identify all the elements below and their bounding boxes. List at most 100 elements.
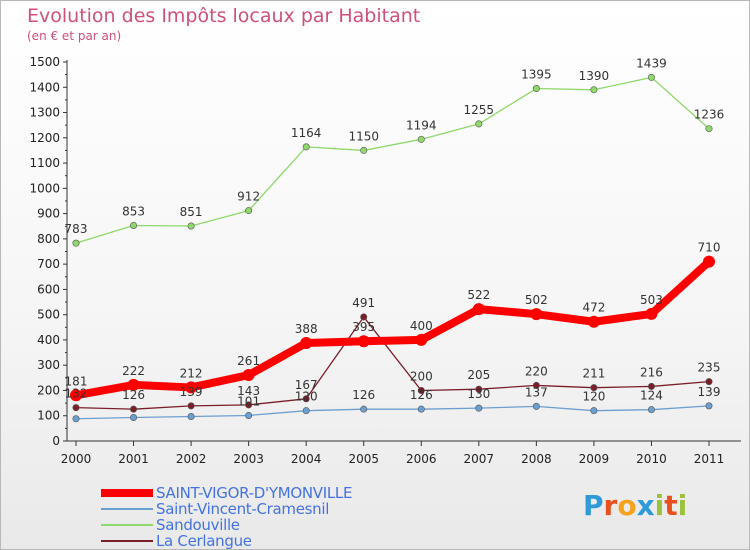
data-point	[475, 385, 483, 393]
data-point	[475, 120, 483, 128]
data-point	[647, 382, 655, 390]
data-label: 472	[582, 301, 605, 315]
data-point	[417, 386, 425, 394]
chart-subtitle: (en € et par an)	[27, 29, 122, 43]
data-point	[360, 313, 368, 321]
y-tick-label: 800	[37, 232, 60, 246]
logo-letter: i	[654, 489, 665, 522]
logo-letter: P	[583, 489, 604, 522]
y-tick-label: 1200	[29, 131, 60, 145]
x-tick-label: 2002	[176, 452, 207, 466]
series-line	[72, 257, 713, 400]
data-point	[245, 401, 253, 409]
data-label: 126	[410, 388, 433, 402]
data-label: 212	[180, 366, 203, 380]
data-point	[127, 378, 140, 391]
x-tick-label: 2011	[694, 452, 725, 466]
data-label: 120	[582, 390, 605, 404]
y-tick-label: 700	[37, 257, 60, 271]
data-label: 502	[525, 293, 548, 307]
x-tick-label: 2000	[61, 452, 92, 466]
logo-letter: r	[603, 489, 618, 522]
y-tick-label: 1000	[29, 181, 60, 195]
data-label: 912	[237, 190, 260, 204]
data-label: 211	[582, 367, 605, 381]
data-label: 388	[295, 322, 318, 336]
data-point	[475, 404, 483, 412]
data-point	[590, 86, 598, 94]
data-label: 1236	[694, 108, 725, 122]
chart-title: Evolution des Impôts locaux par Habitant	[27, 5, 421, 27]
data-label: 139	[180, 385, 203, 399]
data-point	[417, 405, 425, 413]
data-point	[357, 335, 370, 348]
data-label: 200	[410, 369, 433, 383]
data-point	[705, 378, 713, 386]
data-label: 139	[698, 385, 721, 399]
data-point	[187, 412, 195, 420]
data-point	[72, 415, 80, 423]
data-point	[302, 407, 310, 415]
data-label: 120	[295, 390, 318, 404]
data-point	[245, 411, 253, 419]
x-tick-label: 2010	[636, 452, 667, 466]
data-point	[242, 369, 255, 382]
y-tick-label: 900	[37, 207, 60, 221]
data-label: 1150	[348, 129, 379, 143]
y-tick-label: 200	[37, 383, 60, 397]
logo-letter: t	[664, 489, 678, 522]
data-point	[360, 146, 368, 154]
data-point	[185, 381, 198, 394]
y-tick-label: 1300	[29, 106, 60, 120]
y-tick-label: 500	[37, 308, 60, 322]
data-point	[70, 389, 82, 402]
data-label: 167	[295, 378, 318, 392]
legend-swatch	[101, 524, 153, 526]
data-point	[360, 405, 368, 413]
data-point	[245, 207, 253, 215]
logo-letter: o	[617, 489, 637, 522]
x-tick-label: 2008	[521, 452, 552, 466]
x-tick-label: 2004	[291, 452, 322, 466]
data-point	[415, 333, 428, 346]
data-point	[532, 85, 540, 93]
data-point	[417, 135, 425, 143]
data-label: 101	[237, 394, 260, 408]
data-label: 1395	[521, 68, 552, 82]
data-label: 783	[65, 222, 88, 236]
y-tick-label: 1400	[29, 80, 60, 94]
legend-label: SAINT-VIGOR-D'YMONVILLE	[156, 484, 353, 502]
data-label: 710	[698, 241, 721, 255]
data-point	[530, 308, 543, 321]
x-tick-label: 2001	[118, 452, 149, 466]
data-point	[705, 125, 713, 133]
data-point	[187, 402, 195, 410]
legend-label: La Cerlangue	[156, 532, 252, 550]
y-tick-label: 400	[37, 333, 60, 347]
data-label: 126	[122, 388, 145, 402]
series-line	[75, 316, 710, 410]
x-tick-label: 2006	[406, 452, 437, 466]
series-line	[75, 405, 710, 420]
data-point	[532, 381, 540, 389]
series-line	[75, 76, 710, 244]
data-point	[532, 402, 540, 410]
data-point	[130, 405, 138, 413]
y-tick-label: 1500	[29, 55, 60, 69]
data-label: 1164	[291, 126, 322, 140]
x-tick-label: 2005	[348, 452, 379, 466]
data-label: 1439	[636, 56, 667, 70]
logo-letter: x	[636, 489, 655, 522]
data-label: 395	[352, 320, 375, 334]
data-label: 137	[525, 385, 548, 399]
data-label: 143	[237, 384, 260, 398]
data-point	[703, 255, 715, 268]
x-tick-label: 2003	[233, 452, 264, 466]
data-label: 124	[640, 389, 663, 403]
data-point	[72, 239, 80, 247]
data-label: 503	[640, 293, 663, 307]
data-label: 132	[65, 387, 88, 401]
data-label: 220	[525, 364, 548, 378]
